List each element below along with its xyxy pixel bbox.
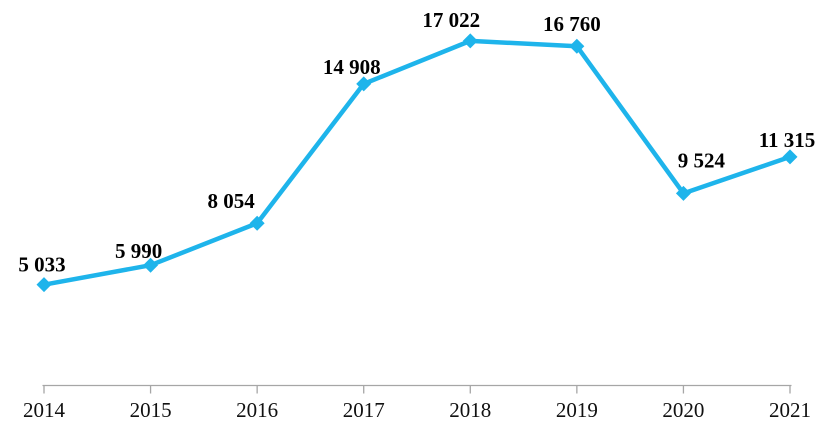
data-point-label: 17 022 (422, 8, 480, 32)
x-axis-label: 2020 (662, 398, 704, 422)
data-point-marker (462, 33, 478, 49)
x-axis-label: 2014 (23, 398, 66, 422)
data-point-marker (36, 277, 52, 293)
data-point-marker (356, 76, 372, 92)
x-axis-label: 2021 (769, 398, 811, 422)
data-line (41, 38, 793, 287)
data-point-marker (249, 215, 265, 231)
data-point-label: 5 033 (18, 253, 65, 277)
x-axis-label: 2017 (343, 398, 385, 422)
x-axis-label: 2015 (130, 398, 172, 422)
data-point-marker (569, 38, 585, 54)
x-axis-label: 2019 (556, 398, 598, 422)
data-point-label: 9 524 (678, 148, 726, 172)
x-axis-label: 2016 (236, 398, 278, 422)
data-point-label: 5 990 (115, 239, 162, 263)
data-point-label: 11 315 (759, 128, 816, 152)
data-point-label: 14 908 (323, 55, 381, 79)
data-point-marker (143, 257, 159, 273)
x-axis-label: 2018 (449, 398, 491, 422)
data-point-marker (675, 185, 691, 201)
data-point-label: 16 760 (543, 12, 601, 36)
data-point-label: 8 054 (208, 189, 256, 213)
data-point-marker (782, 149, 798, 165)
